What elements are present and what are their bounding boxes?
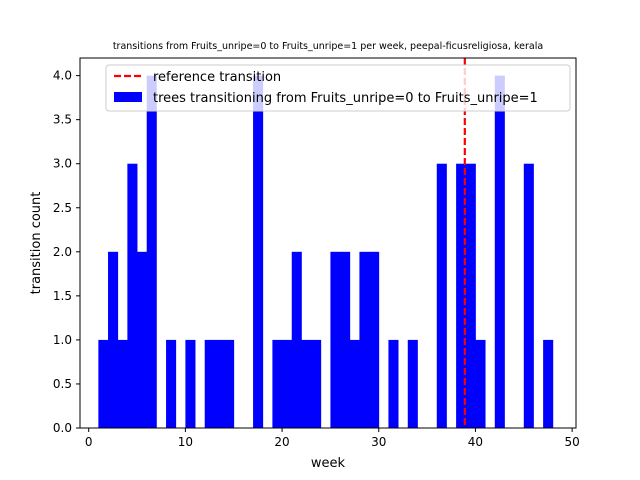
y-axis-label: transition count [29,192,44,295]
legend-bars-label: trees transitioning from Fruits_unripe=0… [153,91,538,106]
bar-week-27 [349,339,360,428]
x-tick-label: 20 [274,435,289,449]
bar-week-3 [117,339,128,428]
x-tick-label: 50 [564,435,579,449]
x-tick-label: 40 [468,435,483,449]
legend-frame [105,64,571,112]
x-tick-label: 30 [371,435,386,449]
bar-week-4 [127,163,138,428]
bar-week-36 [436,163,447,428]
bar-week-21 [291,251,302,428]
y-tick-label: 4.0 [53,69,72,83]
bar-week-22 [301,339,312,428]
y-tick-label: 1.0 [53,333,72,347]
bar-week-47 [543,339,554,428]
x-tick-label: 0 [85,435,93,449]
bar-week-17 [253,75,264,429]
bar-week-33 [407,339,418,428]
plot-frame [79,57,577,429]
bar-week-29 [369,251,380,428]
bar-week-38 [456,163,467,428]
bar-week-19 [272,339,283,428]
legend-reference-label: reference transition [153,70,281,85]
bar-week-39 [465,163,476,428]
bar-week-6 [146,75,157,429]
bar-week-31 [388,339,399,428]
bar-week-1 [98,339,109,428]
bar-week-20 [282,339,293,428]
y-tick-label: 1.5 [53,289,72,303]
bar-week-14 [224,339,235,428]
bar-week-25 [330,251,341,428]
bar-week-13 [214,339,225,428]
y-tick-label: 2.5 [53,201,72,215]
bar-week-45 [523,163,534,428]
bar-week-8 [166,339,177,428]
y-tick-label: 2.0 [53,245,72,259]
y-tick-label: 0.5 [53,377,72,391]
chart-title: transitions from Fruits_unripe=0 to Frui… [113,41,543,52]
bar-week-12 [204,339,215,428]
bar-week-42 [494,75,505,429]
bar-week-28 [359,251,370,428]
x-tick-label: 10 [178,435,193,449]
bar-week-23 [311,339,322,428]
x-axis-ticks: 0 10 20 30 40 50 [85,428,580,449]
bar-week-5 [137,251,148,428]
legend-bars-swatch [114,92,142,102]
bar-week-26 [340,251,351,428]
y-tick-label: 3.5 [53,113,72,127]
y-axis-ticks: 0.0 0.5 1.0 1.5 2.0 2.5 3.0 3.5 4.0 [53,69,80,435]
y-tick-label: 0.0 [53,421,72,435]
bar-group [98,75,554,429]
bar-week-10 [185,339,196,428]
bar-week-40 [475,339,486,428]
x-axis-label: week [311,456,346,471]
bar-week-2 [108,251,119,428]
y-tick-label: 3.0 [53,157,72,171]
legend: reference transition trees transitioning… [105,64,571,112]
